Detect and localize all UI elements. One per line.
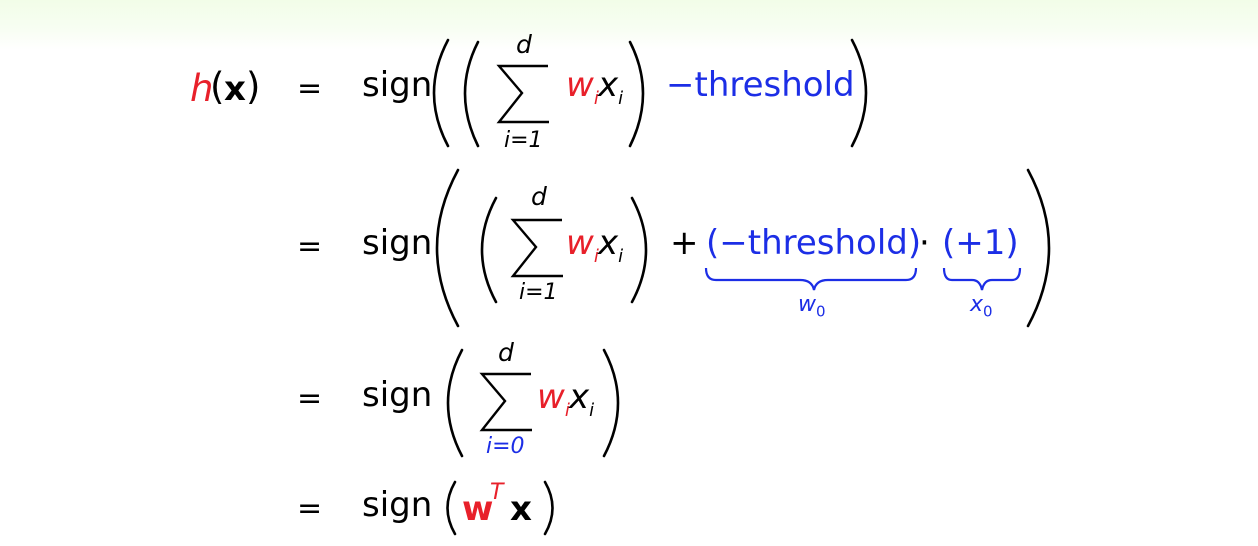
sign-function-3: sign	[362, 375, 433, 415]
big-right-paren-2b	[1026, 168, 1051, 328]
big-right-paren-2a	[630, 196, 648, 304]
big-left-paren-3	[446, 348, 464, 458]
big-left-paren-2b	[480, 196, 498, 304]
lhs-open-paren: (	[210, 65, 225, 108]
paren-right-4	[543, 480, 554, 536]
transpose-superscript: T	[490, 480, 504, 505]
sigma-1	[496, 64, 549, 124]
w0-label: w0	[798, 292, 826, 321]
plus-sign: +	[670, 223, 699, 263]
equals-sign-4: =	[297, 491, 323, 526]
sum-upper-limit-2: d	[531, 182, 547, 211]
sum-lower-limit-2: i=1	[519, 280, 558, 305]
x0-label: x0	[970, 292, 993, 321]
weight-wi: wi	[566, 65, 599, 109]
threshold-term: −threshold	[666, 65, 855, 105]
weight-vector: w	[462, 489, 494, 529]
big-left-paren-1a	[432, 38, 450, 148]
negative-threshold: (−threshold)	[706, 223, 922, 263]
sum-upper-limit-3: d	[498, 338, 514, 367]
input-xi: xi	[598, 65, 624, 109]
underbrace-x0	[942, 267, 1022, 291]
sum-lower-limit-3: i=0	[486, 434, 525, 459]
hypothesis-function: h	[190, 67, 214, 110]
sum-lower-limit-1: i=1	[504, 128, 543, 153]
big-right-paren-1b	[850, 38, 868, 148]
sign-function-4: sign	[362, 485, 433, 525]
sigma-2	[510, 218, 563, 278]
lhs-input-vector: x	[224, 69, 246, 109]
big-left-paren-1b	[463, 40, 480, 148]
big-left-paren-2a	[435, 168, 460, 328]
sign-function-1: sign	[362, 65, 433, 105]
plus-one: (+1)	[942, 223, 1019, 263]
weight-wi-2: wi	[566, 223, 599, 267]
input-vector: x	[510, 489, 532, 529]
input-xi-3: xi	[569, 377, 595, 421]
big-right-paren-3	[602, 348, 620, 458]
equals-sign-3: =	[297, 381, 323, 416]
lhs-close-paren: )	[246, 65, 261, 108]
equals-sign-1: =	[297, 71, 323, 106]
equals-sign-2: =	[297, 229, 323, 264]
sign-function-2: sign	[362, 223, 433, 263]
weight-wi-3: wi	[537, 377, 570, 421]
paren-left-4	[446, 480, 457, 536]
multiply-dot: ·	[919, 223, 930, 263]
sigma-3	[479, 372, 532, 432]
underbrace-w0	[704, 267, 918, 291]
input-xi-2: xi	[598, 223, 624, 267]
sum-upper-limit-1: d	[516, 30, 532, 59]
big-right-paren-1a	[628, 40, 645, 148]
